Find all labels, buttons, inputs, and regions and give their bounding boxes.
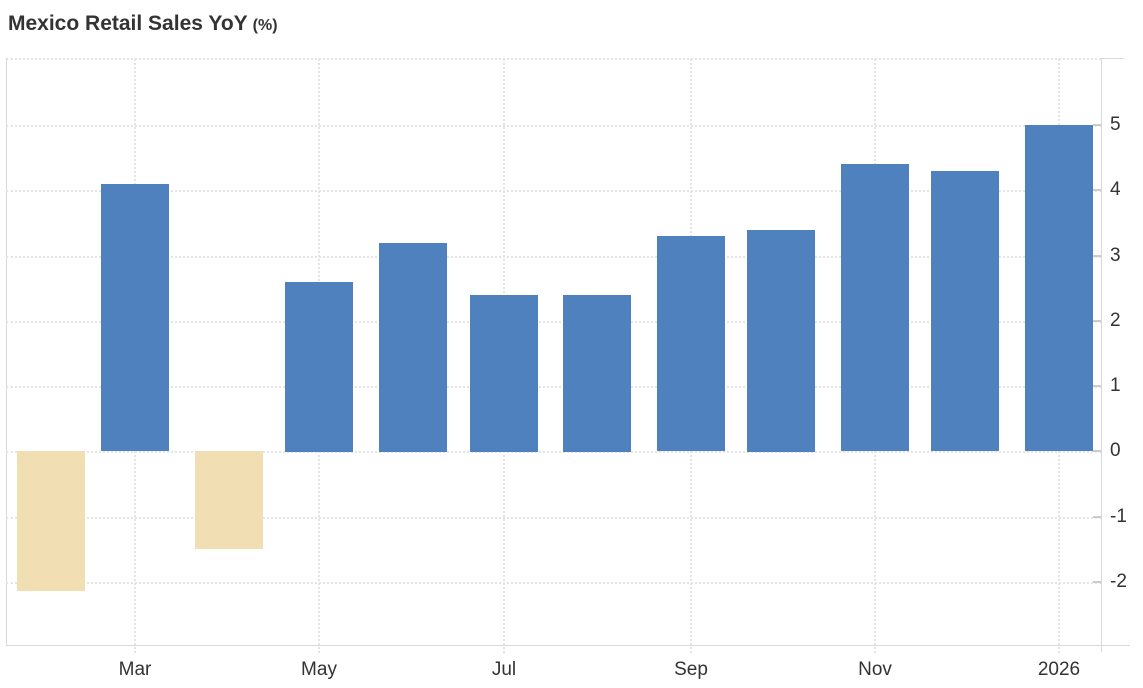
y-gridline [6,451,1101,453]
y-axis-label: 4 [1110,179,1121,200]
x-axis-label: Mar [118,659,152,680]
y-axis-label: 5 [1110,114,1121,135]
plot-top-right-border [1101,58,1124,59]
y-axis-tick [1093,320,1101,322]
bar-month-3[interactable] [195,451,263,549]
y-axis-label: -1 [1110,506,1127,527]
y-gridline [6,125,1101,127]
y-gridline [6,386,1101,388]
y-axis-tick [1093,385,1101,387]
y-gridline [6,517,1101,519]
y-axis-tick [1093,450,1101,452]
y-axis-tick [1093,581,1101,583]
chart-title-unit: (%) [252,17,278,34]
bar-month-1[interactable] [17,451,85,591]
y-axis-label: 1 [1110,375,1121,396]
y-axis-tick [1093,516,1101,518]
bar-month-7[interactable] [563,295,631,452]
x-axis-label: Nov [858,659,892,680]
y-axis-tick [1093,124,1101,126]
y-gridline [6,582,1101,584]
y-gridline [6,321,1101,323]
bar-Mar[interactable] [101,184,169,451]
y-axis-label: 3 [1110,245,1121,266]
plot-area: 5 4 3 2 1 0 -1 -2 Mar May Jul Sep Nov 2026 [6,58,1143,688]
chart-title-text: Mexico Retail Sales YoY [8,12,248,35]
bar-month-11[interactable] [931,171,999,451]
chart-title: Mexico Retail Sales YoY (%) [8,12,278,36]
x-axis-line [6,645,1130,646]
y-gridline [6,256,1101,258]
y-axis-label: 2 [1110,310,1121,331]
y-axis-tick [1093,255,1101,257]
x-axis-label: Jul [491,659,517,680]
bar-Jul[interactable] [470,295,538,452]
bar-month-5[interactable] [379,243,447,452]
x-axis-label: 2026 [1037,659,1081,680]
x-axis-label: May [301,659,337,680]
y-axis-line [1101,58,1102,652]
plot-left-border [6,58,7,645]
y-axis-label: 0 [1110,440,1121,461]
bar-Sep[interactable] [657,236,725,451]
bar-month-9[interactable] [747,230,815,452]
y-gridline [6,190,1101,192]
bar-Nov[interactable] [841,164,909,451]
y-axis-tick [1093,189,1101,191]
x-axis-label: Sep [674,659,708,680]
plot-top-border [6,58,1101,60]
bar-May[interactable] [285,282,353,452]
bar-2026[interactable] [1025,125,1093,451]
y-axis-label: -2 [1110,571,1127,592]
